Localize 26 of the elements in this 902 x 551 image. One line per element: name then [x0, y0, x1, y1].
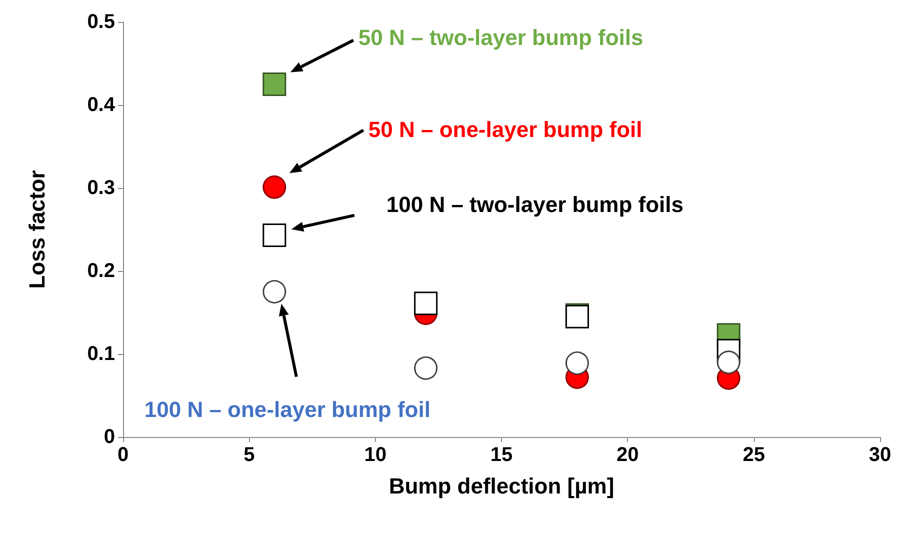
- point: [262, 72, 286, 96]
- point: [716, 350, 740, 374]
- series-label: 100 N – one-layer bump foil: [144, 396, 430, 423]
- text: 100 N – two-layer bump foils: [386, 192, 684, 218]
- point: [262, 175, 286, 199]
- text: 50 N – one-layer bump foil: [368, 117, 642, 144]
- y-tick-label: 0.5: [87, 11, 115, 33]
- x-tick-label: 20: [616, 444, 639, 466]
- y-tick-label: 0.3: [87, 177, 115, 199]
- point: [414, 292, 438, 316]
- y-tick-label: 0.2: [87, 260, 115, 282]
- y-axis-title: Loss factor: [24, 170, 50, 289]
- x-axis-title: Bump deflection [µm]: [388, 474, 614, 498]
- x-tick-label: 30: [868, 444, 892, 466]
- y-tick-label: 0: [104, 426, 115, 448]
- point: [414, 356, 438, 380]
- y-tick-label: 0.4: [87, 94, 116, 116]
- point: [262, 280, 286, 304]
- x-tick-label: 15: [490, 444, 513, 466]
- y-tick-label: 0.1: [87, 343, 115, 365]
- x-tick-label: 25: [742, 444, 765, 466]
- x-tick-label: 5: [244, 444, 255, 466]
- x-tick-label: 10: [364, 444, 386, 466]
- text: 50 N – two-layer bump foils: [358, 25, 644, 52]
- point: [565, 351, 589, 375]
- x-tick-label: 0: [117, 444, 129, 466]
